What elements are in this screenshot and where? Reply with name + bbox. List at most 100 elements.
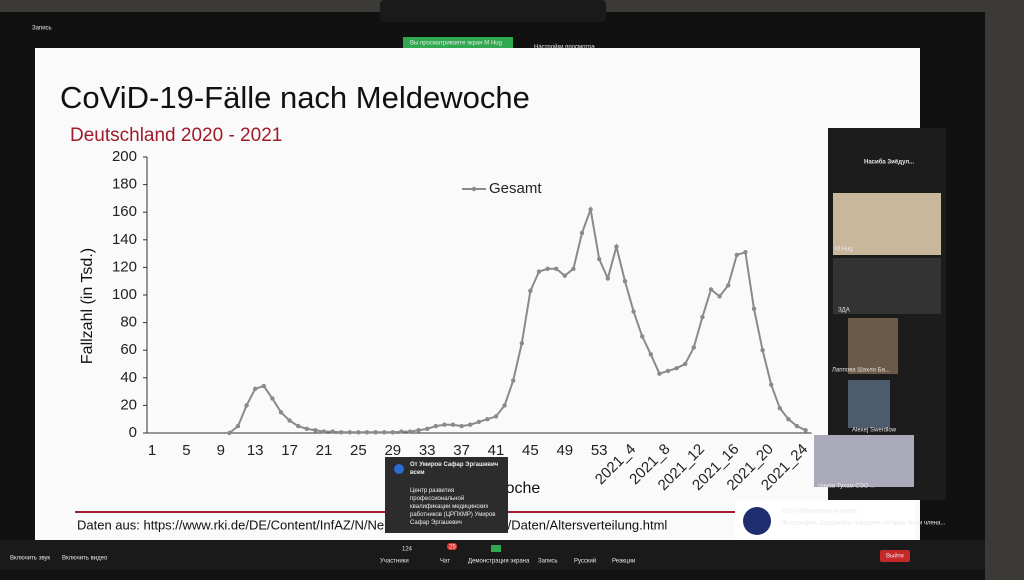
point [296,423,301,429]
legend-label: Gesamt [489,180,542,197]
point [614,244,619,249]
legend-marker [471,186,477,192]
chat-popup[interactable] [385,457,508,533]
point [571,266,576,271]
viewing-badge [403,37,513,48]
chat-badge [447,543,457,550]
point [631,309,636,314]
participant-name: ЗДА [838,308,850,314]
x-tick-label: 5 [182,442,190,459]
toolbar [0,540,985,570]
x-tick-label: 29 [384,442,401,459]
video-tile [848,380,890,428]
point [691,345,696,350]
participant-name: Чанов Тухам СЭО ... [818,484,875,490]
point [769,382,774,387]
x-tick-label: 45 [522,442,539,459]
y-axis-label: Fallzahl (in Tsd.) [79,248,96,364]
point [425,426,430,432]
y-tick-label: 60 [120,341,137,358]
point [605,276,610,281]
x-tick-label: 21 [316,442,333,459]
point [708,287,714,292]
audio-button[interactable]: Включить звук [10,556,50,562]
point [261,383,266,389]
y-tick-label: 0 [129,424,137,441]
viewing: Вы просматриваете экран M Hug [410,41,502,47]
point [356,430,361,435]
point [536,269,542,274]
webcam [380,0,606,22]
slide-title: CoViD-19-Fälle nach Meldewoche [60,80,530,115]
language-button[interactable]: Русский [574,558,596,565]
point [364,430,370,435]
x-tick-label: 25 [350,442,367,459]
point [339,430,344,435]
point [554,266,559,271]
avatar [394,464,404,474]
x-tick-label: 41 [488,442,505,459]
y-tick-label: 180 [112,176,137,193]
point [450,422,456,427]
leave-button[interactable]: Выйти [886,553,904,560]
reactions-button[interactable]: Реакции [612,559,635,565]
point [235,423,241,429]
point [794,423,800,429]
point [373,430,378,435]
chat-message: Центр развития профессиональной квалифик… [410,488,496,526]
y-tick-label: 20 [120,396,137,413]
video-tile [848,318,898,374]
x-tick-label: 33 [419,442,436,459]
point [416,428,421,433]
chat-button[interactable]: Чат [440,559,450,565]
source: Daten aus: https://www.rki.de/DE/Content… [77,517,667,532]
share-button[interactable]: Демонстрация экрана [468,559,530,565]
video-button[interactable]: Включить видео [62,556,108,562]
point [459,423,464,429]
point [511,378,516,383]
point [304,426,309,432]
notification-icon [743,507,771,535]
point [622,279,628,284]
point [588,207,593,212]
notification-title: UzA | Официальный канал... [782,508,862,515]
point [519,341,524,346]
y-tick-label: 100 [112,286,137,303]
chat-from: От Умиров Сафар Эргашевич всем [410,462,499,476]
point [683,361,688,367]
point [347,430,352,435]
chat-count: 25 [449,545,456,551]
x-tick-label: 13 [247,442,264,459]
point [270,396,275,401]
leave-bg [880,550,910,562]
y-tick-label: 40 [120,369,137,386]
y-tick-label: 140 [112,231,137,248]
point [777,405,782,411]
point [751,306,757,311]
point [717,294,722,299]
point [485,417,490,422]
participants-count: 124 [402,547,413,553]
point [493,414,499,419]
record-button[interactable]: Запись [538,559,558,565]
point [253,386,258,392]
point [433,423,438,429]
point [562,273,567,278]
point [657,371,662,376]
point [399,429,404,434]
point [726,283,731,288]
participants-button[interactable]: Участники [380,559,409,565]
point [528,288,533,294]
participant-name: Alexej Swerdlow [852,428,897,434]
video-tile [814,435,914,487]
point [743,250,748,255]
point [579,230,585,236]
x-tick-label: 1 [148,442,156,459]
point [545,266,550,271]
point [760,348,765,353]
chat-content: От Умиров Сафар Эргашевич всем Центр раз… [410,462,499,526]
y-tick-label: 80 [120,314,137,331]
view-settings[interactable]: Настройки просмотра [534,44,595,51]
y-tick-label: 200 [112,148,137,165]
point [476,419,481,425]
